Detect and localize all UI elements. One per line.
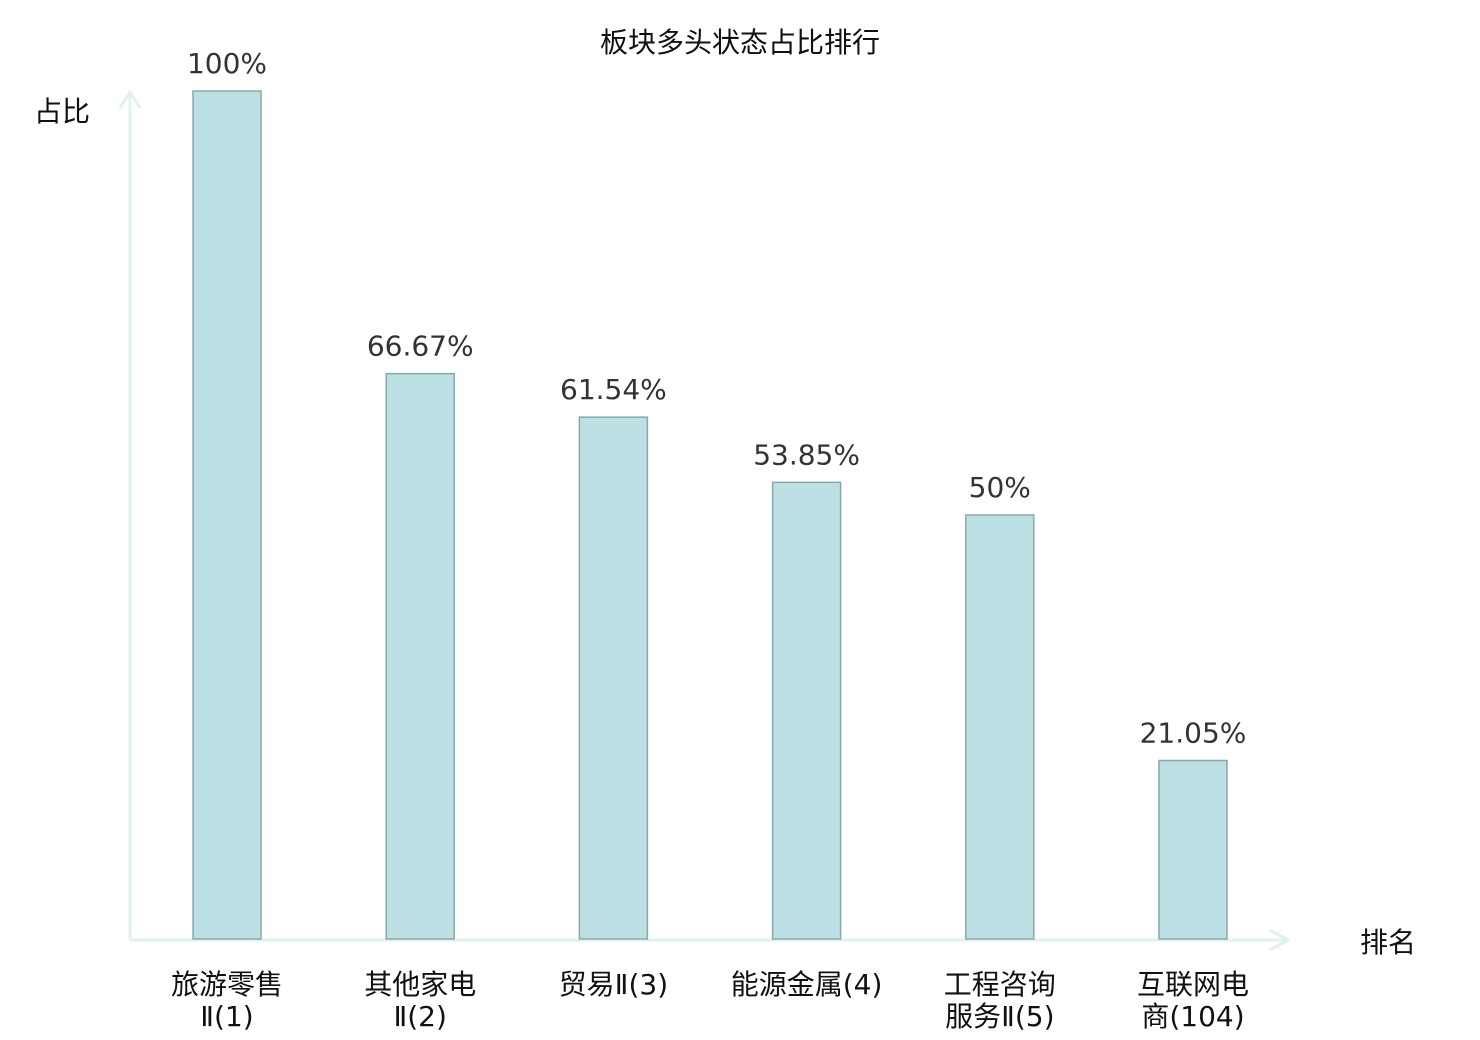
- x-tick-label: Ⅱ(1): [200, 1000, 253, 1033]
- bar: [771, 481, 842, 940]
- data-label: 61.54%: [560, 373, 667, 406]
- x-tick-label: 其他家电: [364, 968, 476, 1001]
- x-tick-label: 互联网电: [1137, 968, 1249, 1001]
- y-axis-label: 占比: [34, 95, 90, 128]
- bar: [1158, 759, 1228, 940]
- x-axis-arrow-icon: [1269, 928, 1292, 952]
- data-label: 66.67%: [367, 330, 474, 363]
- x-tick-label: 商(104): [1141, 1000, 1244, 1033]
- chart-title: 板块多头状态占比排行: [600, 26, 880, 59]
- y-axis-arrow-icon: [118, 89, 142, 109]
- x-tick-label: 旅游零售: [171, 968, 283, 1001]
- x-tick-label: Ⅱ(2): [393, 1000, 446, 1033]
- axes: [118, 89, 1292, 952]
- bar: [578, 416, 649, 940]
- x-axis-label: 排名: [1360, 926, 1416, 959]
- data-label: 21.05%: [1140, 716, 1247, 749]
- x-tick-label: 服务Ⅱ(5): [945, 1000, 1054, 1033]
- data-label: 100%: [187, 47, 267, 80]
- data-label: 53.85%: [753, 438, 860, 471]
- x-tick-label: 工程咨询: [944, 968, 1056, 1001]
- data-label: 50%: [969, 471, 1031, 504]
- bar: [385, 372, 455, 940]
- bar: [192, 90, 262, 940]
- x-tick-label: 贸易Ⅱ(3): [559, 968, 668, 1001]
- x-tick-label: 能源金属(4): [731, 968, 883, 1001]
- bar: [965, 514, 1035, 940]
